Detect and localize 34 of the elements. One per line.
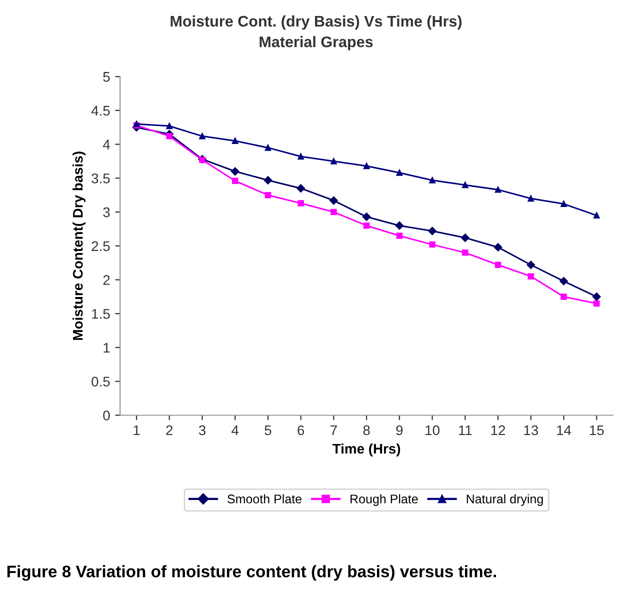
x-tick-label: 6 xyxy=(298,425,304,436)
caption: Figure 8 Variation of moisture content (dry basis) versus time. xyxy=(7,565,496,581)
y-tick-label: 4 xyxy=(102,140,110,150)
x-tick-label: 12 xyxy=(491,425,506,436)
x-tick-label: 8 xyxy=(363,425,370,436)
x-tick-label: 13 xyxy=(524,425,538,436)
y-tick-label: 3.5 xyxy=(92,174,110,184)
x-tick-label: 4 xyxy=(232,425,239,436)
y-tick-label: 3 xyxy=(103,207,110,218)
y-tick-label: 1 xyxy=(104,342,110,353)
x-tick-label: 1 xyxy=(134,425,140,436)
legend-label: Natural drying xyxy=(466,494,543,506)
y-axis-title: Moisture Content( Dry basis) xyxy=(72,152,86,340)
y-tick-label: 0 xyxy=(103,410,110,420)
x-axis-title: Time (Hrs) xyxy=(332,443,400,456)
x-tick-label: 11 xyxy=(459,425,472,436)
x-tick-label: 10 xyxy=(426,425,440,436)
chart-subtitle: Material Grapes xyxy=(260,36,373,50)
x-tick-label: 2 xyxy=(166,425,173,436)
y-tick-label: 2.5 xyxy=(92,241,110,252)
y-tick-label: 1.5 xyxy=(92,309,110,319)
legend-label: Smooth Plate xyxy=(228,494,302,504)
x-tick-label: 5 xyxy=(264,425,272,436)
x-tick-label: 15 xyxy=(590,425,604,436)
y-tick-label: 0.5 xyxy=(92,376,110,387)
legend-label: Rough Plate xyxy=(350,494,418,506)
x-tick-label: 14 xyxy=(557,425,572,436)
y-tick-label: 2 xyxy=(103,275,110,285)
x-tick-label: 9 xyxy=(396,425,403,436)
y-tick-label: 4.5 xyxy=(91,106,110,116)
y-tick-label: 5 xyxy=(103,72,110,82)
chart-title: Moisture Cont. (dry Basis) Vs Time (Hrs) xyxy=(170,15,462,30)
x-tick-label: 7 xyxy=(330,425,337,436)
x-tick-label: 3 xyxy=(198,425,206,436)
